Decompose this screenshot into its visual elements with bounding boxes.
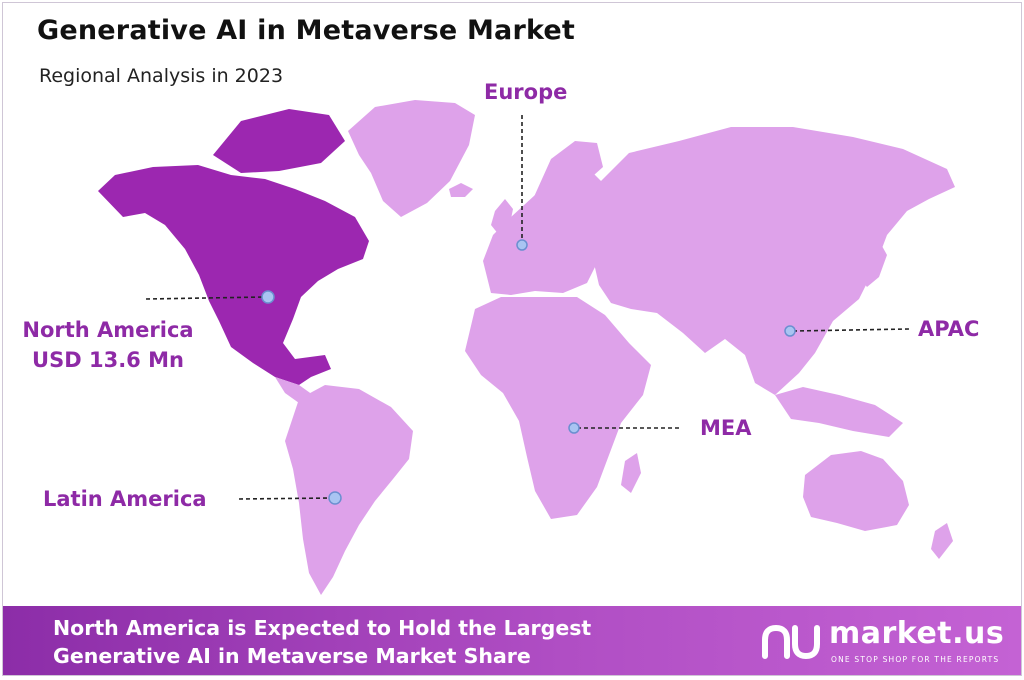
australia-shape <box>803 451 909 531</box>
region-label-apac: APAC <box>918 317 980 341</box>
latin-america-leader-line <box>238 497 334 500</box>
page-subtitle: Regional Analysis in 2023 <box>39 65 284 87</box>
north-america-leader-line <box>145 296 266 300</box>
world-map <box>98 100 955 595</box>
north-america-value: USD 13.6 Mn <box>32 348 184 372</box>
apac-leader-line <box>792 328 910 332</box>
footer-banner: North America is Expected to Hold the La… <box>3 606 1021 675</box>
south-america-shape <box>285 385 413 595</box>
iceland-shape <box>449 183 473 197</box>
mea-marker <box>568 422 580 434</box>
north-america-marker <box>261 290 275 304</box>
japan-shape <box>859 237 887 287</box>
greenland-shape <box>348 100 475 217</box>
page-title: Generative AI in Metaverse Market <box>37 15 576 46</box>
north-america-name: North America <box>22 318 194 342</box>
asia-shape <box>593 127 955 395</box>
footer-line-1: North America is Expected to Hold the La… <box>53 616 592 640</box>
brand-name: market.us <box>829 616 1005 651</box>
latin-america-marker <box>328 491 342 505</box>
africa-shape <box>465 297 651 519</box>
uk-shape <box>491 199 513 235</box>
region-label-latin-america: Latin America <box>43 487 207 511</box>
region-label-north-america: North America USD 13.6 Mn <box>15 315 201 375</box>
europe-marker <box>516 239 528 251</box>
market-us-logo-icon <box>762 624 820 660</box>
region-label-mea: MEA <box>700 416 752 440</box>
arctic-islands-shape <box>213 109 345 173</box>
region-label-europe: Europe <box>484 80 568 104</box>
southeast-asia-islands-shape <box>775 387 903 437</box>
scandinavia-shape <box>533 141 603 207</box>
brand-tagline: ONE STOP SHOP FOR THE REPORTS <box>831 655 1000 664</box>
footer-headline: North America is Expected to Hold the La… <box>53 614 591 670</box>
apac-marker <box>784 325 796 337</box>
footer-line-2: Generative AI in Metaverse Market Share <box>53 644 531 668</box>
new-zealand-shape <box>931 523 953 559</box>
europe-shape <box>483 163 609 295</box>
north-america-shape <box>98 165 369 385</box>
madagascar-shape <box>621 453 641 493</box>
